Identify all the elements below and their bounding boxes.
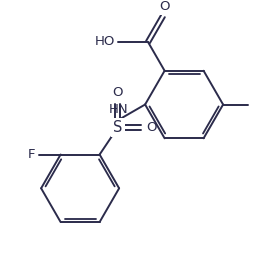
Text: F: F	[28, 148, 35, 161]
Text: HN: HN	[109, 103, 129, 116]
Text: O: O	[159, 0, 170, 13]
Text: S: S	[113, 120, 122, 135]
Text: O: O	[112, 86, 123, 99]
Text: O: O	[147, 121, 157, 134]
Text: HO: HO	[94, 36, 115, 49]
